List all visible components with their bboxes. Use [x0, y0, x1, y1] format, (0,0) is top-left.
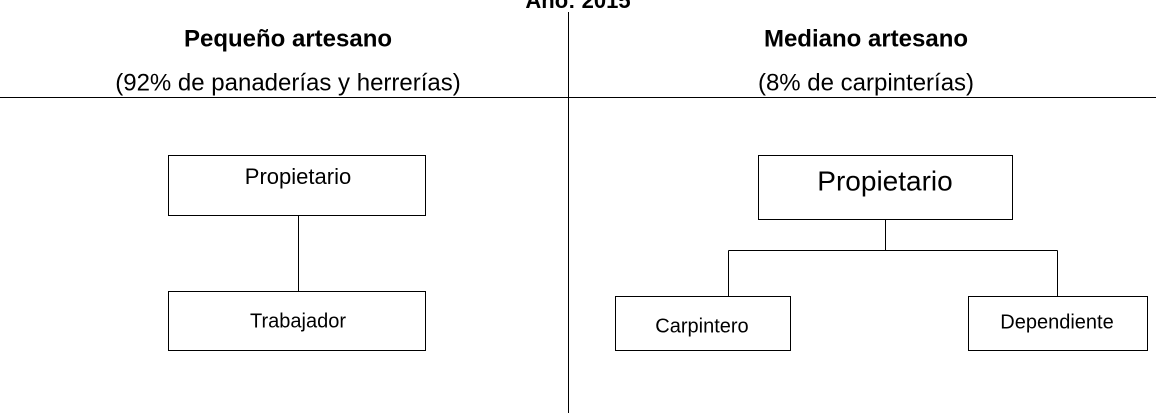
node-box: [168, 291, 426, 351]
title: Año: 2015: [525, 0, 630, 13]
column-heading: Mediano artesano: [764, 25, 968, 52]
node-label: Propietario: [817, 165, 952, 196]
node-label: Trabajador: [250, 310, 346, 332]
node-box: [968, 296, 1148, 351]
node-box: [615, 296, 791, 351]
node-box: [168, 155, 426, 216]
column-heading: Pequeño artesano: [184, 25, 392, 52]
node-label: Carpintero: [655, 315, 748, 337]
node-label: Propietario: [245, 164, 351, 189]
column-subheading: (8% de carpinterías): [758, 69, 974, 96]
column-subheading: (92% de panaderías y herrerías): [115, 69, 461, 96]
node-box: [758, 155, 1013, 220]
node-label: Dependiente: [1000, 311, 1113, 333]
